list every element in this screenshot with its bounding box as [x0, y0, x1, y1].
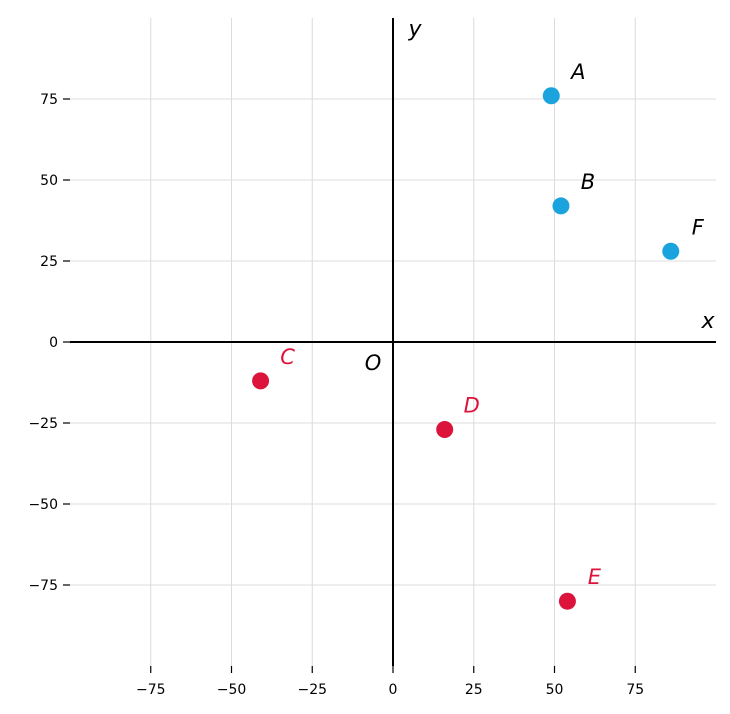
- x-tick-label: −25: [297, 682, 327, 698]
- x-axis-label: x: [700, 309, 715, 334]
- point-d: [436, 420, 454, 438]
- labels: x y O A B F C D E: [280, 17, 715, 589]
- y-tick-label: −25: [28, 416, 58, 432]
- y-tick-label: −50: [28, 497, 58, 513]
- y-axis-label: y: [407, 17, 422, 42]
- point-a: [542, 87, 560, 105]
- y-tick-label: −75: [28, 578, 58, 594]
- point-label-f: F: [692, 215, 705, 239]
- point-f: [662, 242, 680, 260]
- points: [252, 87, 680, 610]
- y-tick-label: 0: [49, 335, 58, 351]
- point-c: [252, 372, 270, 390]
- y-tick-label: 50: [40, 173, 58, 189]
- x-tick-label: 50: [546, 682, 564, 698]
- ticks: −75 −50 −25 0 25 50 75 75 50 25 0 −25 −50 −75: [28, 92, 644, 698]
- point-label-b: B: [581, 170, 595, 194]
- x-tick-label: 0: [389, 682, 398, 698]
- origin-label: O: [365, 351, 382, 375]
- point-label-d: D: [464, 393, 480, 417]
- x-tick-label: −50: [217, 682, 247, 698]
- point-label-e: E: [588, 565, 602, 589]
- y-tick-label: 25: [40, 254, 58, 270]
- point-label-a: A: [569, 60, 585, 84]
- point-e: [558, 592, 576, 610]
- x-tick-label: 25: [465, 682, 483, 698]
- x-tick-label: 75: [626, 682, 644, 698]
- point-b: [552, 197, 570, 215]
- x-tick-label: −75: [136, 682, 166, 698]
- point-label-c: C: [280, 345, 295, 369]
- y-tick-label: 75: [40, 92, 58, 108]
- axes: [70, 18, 716, 666]
